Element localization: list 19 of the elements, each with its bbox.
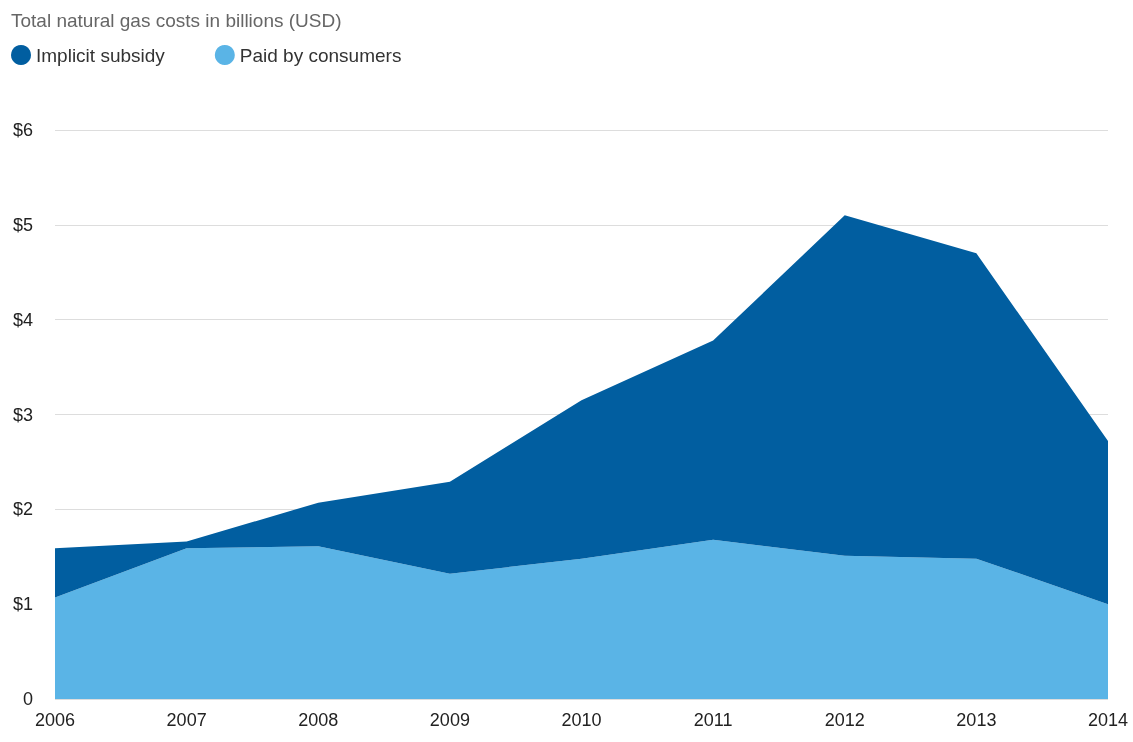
x-tick-label: 2013	[956, 710, 997, 730]
y-tick-label: $2	[12, 499, 33, 520]
legend-label: Implicit subsidy	[36, 44, 166, 66]
x-tick-label: 2011	[693, 710, 733, 730]
y-tick-label: $6	[12, 120, 33, 140]
y-tick-label: 0	[22, 689, 33, 709]
y-tick-label: $5	[12, 214, 33, 235]
x-tick-label: 2008	[298, 710, 339, 730]
chart-title: Total natural gas costs in billions (USD)	[11, 10, 342, 31]
y-tick-label: $1	[12, 594, 33, 615]
x-tick-label: 2009	[429, 710, 470, 730]
x-tick-label: 2014	[1087, 710, 1129, 730]
y-tick-label: $3	[12, 404, 33, 425]
y-tick-label: $4	[12, 309, 33, 330]
x-tick-label: 2010	[561, 710, 602, 730]
x-tick-label: 2006	[34, 710, 76, 730]
legend-label: Paid by consumers	[239, 44, 402, 66]
x-tick-label: 2012	[824, 710, 865, 730]
x-tick-label: 2007	[166, 710, 207, 730]
